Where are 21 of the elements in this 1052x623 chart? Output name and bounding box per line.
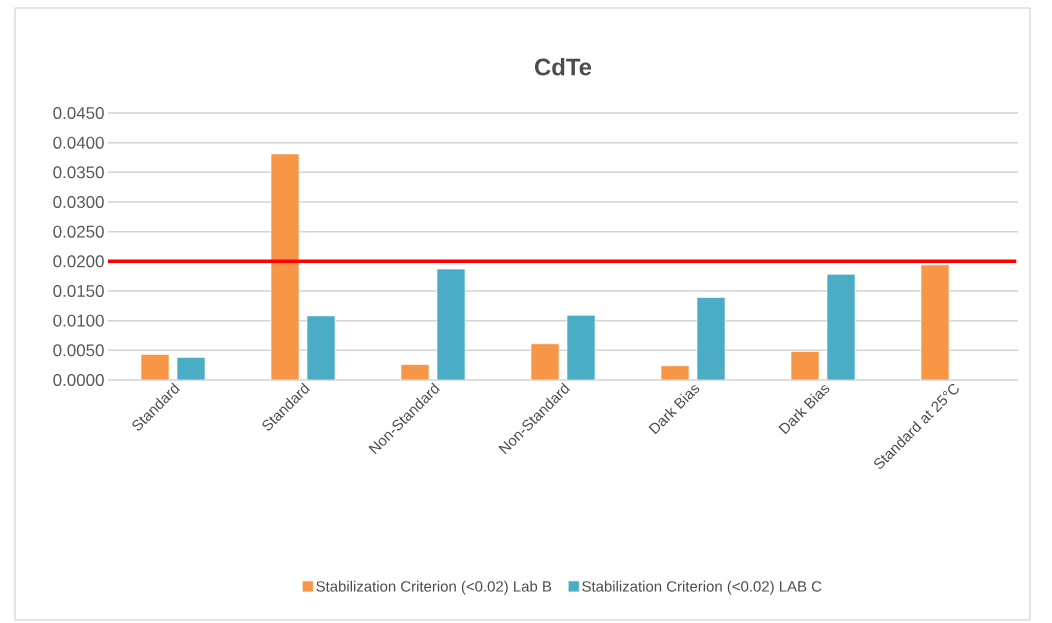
y-tick-label: 0.0100 (53, 314, 104, 327)
y-tick-label: 0.0400 (53, 136, 104, 149)
legend-label: Stabilization Criterion (<0.02) Lab B (316, 580, 552, 595)
bar (306, 315, 336, 380)
y-tick-label: 0.0150 (53, 284, 104, 297)
y-tick-label: 0.0450 (53, 106, 104, 119)
y-tick-label: 0.0050 (53, 344, 104, 357)
y-tick-label: 0.0350 (53, 166, 104, 179)
bar (566, 315, 596, 380)
bar (920, 264, 950, 380)
y-tick-label: 0.0000 (53, 373, 104, 386)
bar (436, 268, 466, 380)
bar (530, 343, 560, 380)
bar (826, 274, 856, 380)
bar (270, 153, 300, 380)
legend-label: Stabilization Criterion (<0.02) LAB C (582, 580, 822, 595)
chart-title: CdTe (534, 57, 592, 76)
y-tick-label: 0.0250 (53, 225, 104, 238)
bar (696, 297, 726, 380)
y-tick-label: 0.0200 (53, 255, 104, 268)
y-tick-label: 0.0300 (53, 195, 104, 208)
